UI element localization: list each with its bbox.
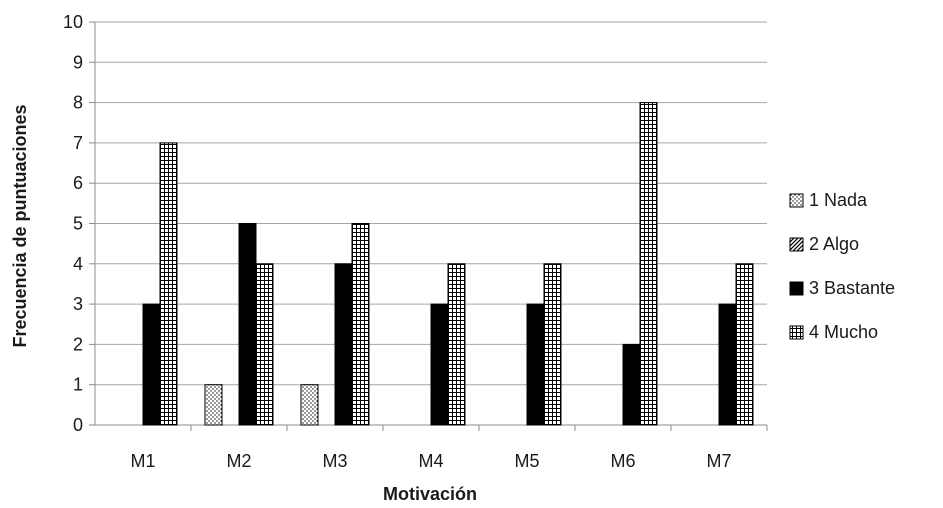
bar-3-bastante-m4	[430, 303, 449, 426]
y-tick-label: 8	[73, 93, 83, 113]
bar-3-bastante-m2	[238, 223, 257, 426]
x-tick-label: M4	[418, 451, 443, 471]
x-tick-label: M3	[322, 451, 347, 471]
bar-3-bastante-m1	[142, 303, 161, 426]
bar-1-nada-m2	[204, 384, 223, 426]
gridlines	[95, 21, 767, 386]
legend-label: 1 Nada	[809, 190, 868, 210]
bar-4-mucho-m7	[735, 263, 754, 426]
bar-4-mucho-m4	[447, 263, 466, 426]
x-tick-label: M1	[130, 451, 155, 471]
bar-4-mucho-m5	[543, 263, 562, 426]
legend-swatch	[789, 237, 804, 252]
bar-3-bastante-m5	[526, 303, 545, 426]
bars	[142, 102, 754, 426]
legend-label: 3 Bastante	[809, 278, 895, 298]
y-tick-label: 2	[73, 334, 83, 354]
legend-swatch	[789, 281, 804, 296]
y-tick-label: 1	[73, 375, 83, 395]
legend: 1 Nada 2 Algo 3 Bastante 4 Mucho	[789, 190, 895, 342]
bar-3-bastante-m7	[718, 303, 737, 426]
bar-4-mucho-m3	[351, 223, 370, 426]
y-tick-label: 10	[63, 12, 83, 32]
bar-4-mucho-m6	[639, 102, 658, 426]
y-axis-title: Frecuencia de puntuaciones	[10, 104, 30, 347]
bar-3-bastante-m6	[622, 343, 641, 426]
y-tick-label: 7	[73, 133, 83, 153]
legend-swatch	[789, 193, 804, 208]
bar-4-mucho-m2	[255, 263, 274, 426]
legend-label: 4 Mucho	[809, 322, 878, 342]
y-tick-label: 6	[73, 173, 83, 193]
y-tick-label: 4	[73, 254, 83, 274]
x-tick-label: M5	[514, 451, 539, 471]
legend-swatch	[789, 325, 804, 340]
bar-3-bastante-m3	[334, 263, 353, 426]
bar-1-nada-m3	[300, 384, 319, 426]
x-tick-label: M6	[610, 451, 635, 471]
x-axis-title: Motivación	[383, 484, 477, 504]
y-tick-label: 9	[73, 52, 83, 72]
axes	[89, 21, 768, 431]
y-tick-label: 5	[73, 214, 83, 234]
y-tick-label: 0	[73, 415, 83, 435]
y-tick-label: 3	[73, 294, 83, 314]
bar-4-mucho-m1	[159, 142, 178, 426]
tick-labels: 0 1 2 3 4 5 6 7 8 9 10 M1 M2 M3 M4 M5 M6 M7	[63, 12, 732, 471]
x-tick-label: M7	[706, 451, 731, 471]
legend-label: 2 Algo	[809, 234, 859, 254]
x-tick-label: M2	[226, 451, 251, 471]
